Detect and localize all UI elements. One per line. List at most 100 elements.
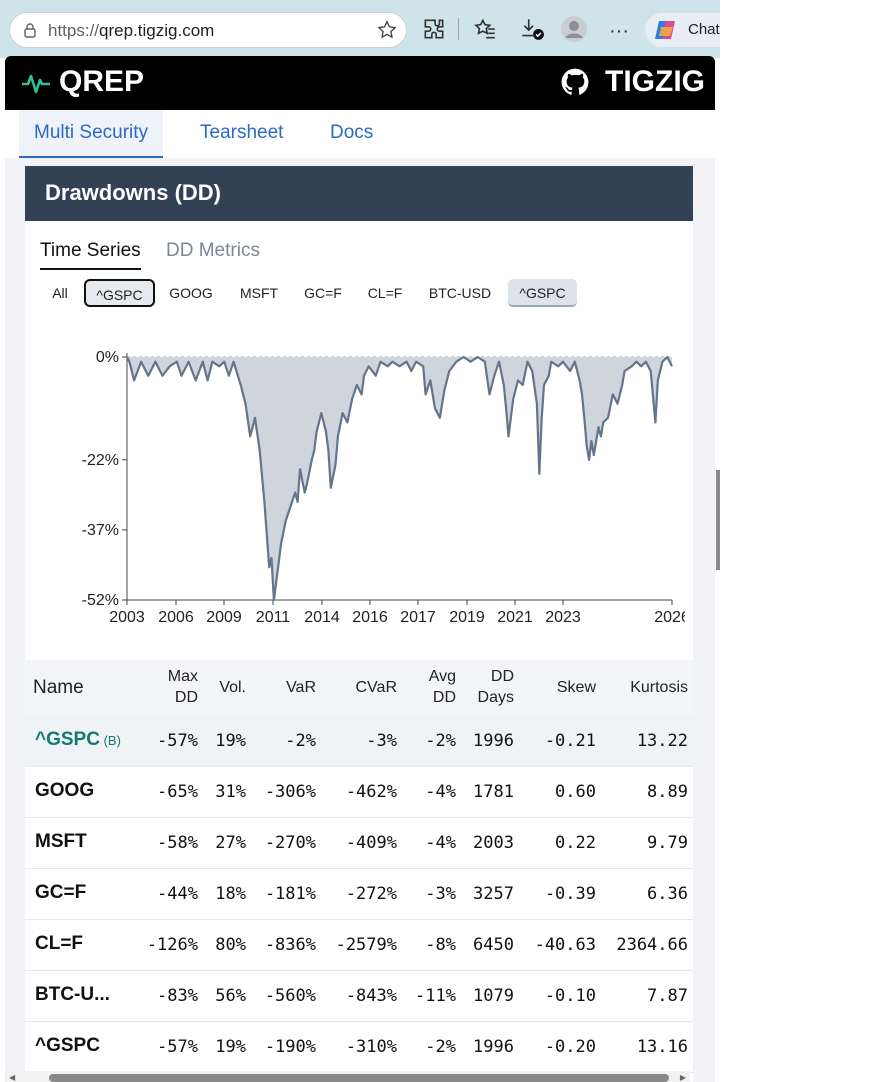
column-header[interactable]: Vol. (219, 677, 246, 698)
table-cell: 6450 (473, 935, 514, 955)
table-cell: 0.22 (555, 833, 596, 853)
extensions-icon[interactable] (421, 16, 447, 42)
table-cell: 19% (215, 731, 246, 751)
subtab-dd-metrics[interactable]: DD Metrics (166, 240, 260, 261)
scrollbar-thumb[interactable] (49, 1074, 669, 1082)
column-header[interactable]: DD Days (478, 666, 514, 708)
table-cell: 13.16 (636, 1037, 688, 1057)
tab-tearsheet[interactable]: Tearsheet (200, 122, 284, 143)
column-header[interactable]: Name (33, 677, 84, 698)
table-cell: -3% (366, 731, 397, 751)
table-cell: -3% (425, 884, 456, 904)
table-cell: 6.36 (647, 884, 688, 904)
chip-btc-usd[interactable]: BTC-USD (428, 285, 492, 301)
x-tick-label: 2014 (304, 609, 340, 623)
y-tick-label: -22% (82, 452, 119, 469)
x-tick-label: 2006 (158, 609, 194, 623)
table-cell: -40.63 (534, 935, 596, 955)
security-name: GOOG (35, 780, 94, 802)
column-header[interactable]: Skew (557, 677, 596, 698)
chip-clf[interactable]: CL=F (367, 285, 403, 301)
scroll-left-icon[interactable]: ◀ (9, 1073, 16, 1082)
address-bar[interactable]: https://qrep.tigzig.com (9, 12, 407, 48)
security-name-text: CL=F (35, 933, 84, 954)
column-header-line: CVaR (355, 679, 398, 696)
app-header: QREP TIGZIG (5, 56, 715, 110)
table-cell: -0.10 (544, 986, 596, 1006)
security-name: ^GSPC (B) (35, 729, 121, 751)
site-info-icon[interactable] (22, 22, 38, 38)
table-row[interactable]: GOOG -65% 31% -306% -462% -4% 1781 0.60 8.89 (25, 767, 693, 818)
security-name: MSFT (35, 831, 87, 853)
downloads-icon[interactable] (519, 16, 545, 42)
favorites-icon[interactable] (472, 16, 498, 42)
x-tick-label: 2017 (400, 609, 436, 623)
table-cell: -270% (264, 833, 316, 853)
security-name: GC=F (35, 882, 86, 904)
x-tick-label: 2021 (497, 609, 533, 623)
chip-gspc[interactable]: ^GSPC (84, 279, 155, 307)
more-menu-icon[interactable]: ··· (609, 20, 629, 42)
scroll-right-icon[interactable]: ▶ (679, 1073, 686, 1082)
table-cell: -272% (345, 884, 397, 904)
table-cell: -190% (264, 1037, 316, 1057)
profile-avatar-icon[interactable] (560, 15, 588, 43)
table-cell: -8% (425, 935, 456, 955)
table-row[interactable]: MSFT -58% 27% -270% -409% -4% 2003 0.22 9.79 (25, 818, 693, 869)
subtab-time-series[interactable]: Time Series (40, 240, 141, 270)
column-header-line: Name (33, 677, 84, 698)
window-scrollbar[interactable] (716, 470, 720, 570)
main-tabs: Multi Security Tearsheet Docs (5, 110, 715, 159)
chip-goog[interactable]: GOOG (169, 285, 213, 301)
table-row[interactable]: ^GSPC (B) -57% 19% -2% -3% -2% 1996 -0.21 13.22 (25, 716, 693, 767)
table-cell: -409% (345, 833, 397, 853)
column-header[interactable]: Avg DD (429, 666, 456, 708)
chip-msft[interactable]: MSFT (239, 285, 279, 301)
table-cell: -57% (157, 1037, 198, 1057)
chip-gspc-benchmark[interactable]: ^GSPC (508, 279, 577, 307)
table-cell: -306% (264, 782, 316, 802)
url-text: https://qrep.tigzig.com (48, 21, 215, 40)
table-row[interactable]: CL=F -126% 80% -836% -2579% -8% 6450 -40.63 2364… (25, 920, 693, 971)
column-header-line: Vol. (219, 679, 246, 696)
table-header: Name Max DD Vol. VaR CVaR Avg DD DD Days Skew Kurto… (25, 660, 693, 717)
chip-all[interactable]: All (52, 285, 68, 301)
card-title: Drawdowns (DD) (45, 180, 221, 205)
table-cell: -560% (264, 986, 316, 1006)
table-cell: 7.87 (647, 986, 688, 1006)
table-cell: -4% (425, 782, 456, 802)
table-cell: -11% (415, 986, 456, 1006)
table-cell: -0.39 (544, 884, 596, 904)
table-cell: 13.22 (636, 731, 688, 751)
column-header[interactable]: VaR (286, 677, 316, 698)
table-cell: -843% (345, 986, 397, 1006)
table-cell: 2003 (473, 833, 514, 853)
column-header-line: Avg (428, 668, 456, 685)
y-tick-label: 0% (96, 349, 119, 366)
column-header[interactable]: CVaR (356, 677, 398, 698)
table-cell: -126% (146, 935, 198, 955)
x-tick-label: 2016 (352, 609, 388, 623)
tab-docs[interactable]: Docs (330, 122, 374, 143)
table-horizontal-scrollbar[interactable]: ◀ ▶ (5, 1071, 690, 1082)
tab-multi-security[interactable]: Multi Security (19, 110, 164, 158)
y-tick-label: -37% (82, 522, 119, 539)
tigzig-link[interactable]: TIGZIG (605, 65, 705, 98)
column-header-line: DD (432, 689, 456, 706)
chip-gcf[interactable]: GC=F (304, 285, 342, 301)
table-cell: -4% (425, 833, 456, 853)
column-header[interactable]: Max DD (168, 666, 198, 708)
table-row[interactable]: BTC-U... -83% 56% -560% -843% -11% 1079 -0.10 7.… (25, 971, 693, 1022)
card-header: Drawdowns (DD) (25, 166, 693, 221)
x-tick-label: 2019 (449, 609, 485, 623)
table-row[interactable]: ^GSPC -57% 19% -190% -310% -2% 1996 -0.20 13.16 (25, 1022, 693, 1073)
security-name-text: MSFT (35, 831, 87, 852)
security-name: ^GSPC (35, 1035, 100, 1057)
column-header[interactable]: Kurtosis (630, 677, 688, 698)
table-row[interactable]: GC=F -44% 18% -181% -272% -3% 3257 -0.39 6.36 (25, 869, 693, 920)
favorite-star-icon[interactable] (376, 19, 398, 41)
table-cell: 3257 (473, 884, 514, 904)
table-cell: 1079 (473, 986, 514, 1006)
drawdown-area (127, 357, 672, 600)
github-icon[interactable] (561, 68, 589, 96)
